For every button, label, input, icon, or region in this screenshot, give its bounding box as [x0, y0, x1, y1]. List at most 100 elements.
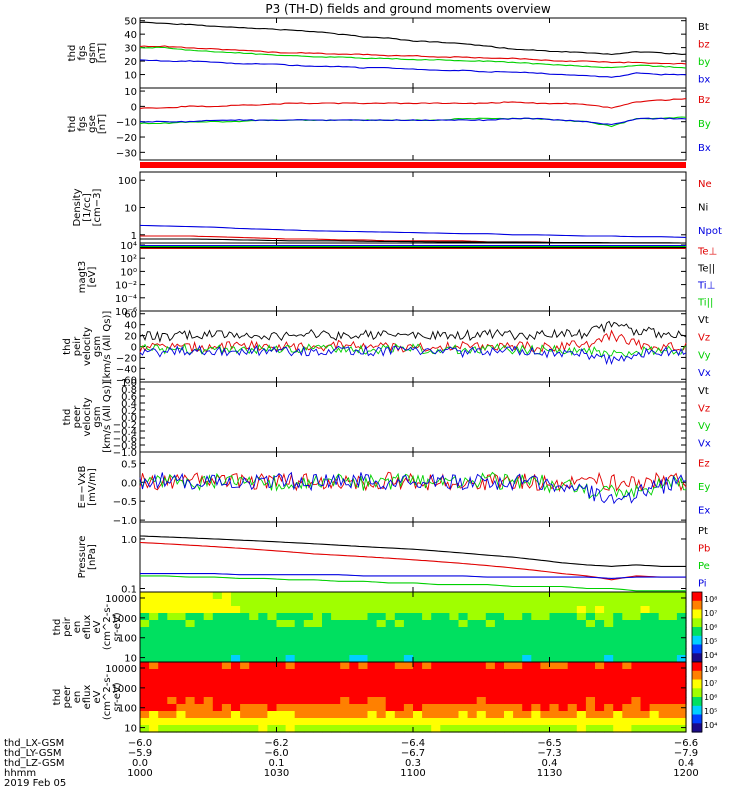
- heatmap-cell: [476, 690, 487, 698]
- heatmap-cell: [458, 711, 469, 719]
- heatmap-cell: [403, 627, 414, 635]
- heatmap-cell: [649, 704, 660, 712]
- heatmap-cell: [567, 613, 578, 621]
- y-tick-label: 10: [124, 71, 137, 82]
- x-axis-row-label: thd_LX-GSM: [4, 738, 64, 749]
- y-axis-label: Density: [72, 188, 83, 226]
- heatmap-cell: [649, 690, 660, 698]
- heatmap-cell: [613, 711, 623, 719]
- heatmap-cell: [440, 634, 450, 642]
- heatmap-cell: [258, 641, 268, 649]
- heatmap-cell: [176, 620, 187, 628]
- heatmap-cell: [476, 725, 487, 733]
- heatmap-cell: [467, 634, 478, 642]
- heatmap-cell: [349, 690, 359, 698]
- heatmap-cell: [667, 620, 678, 628]
- heatmap-cell: [231, 613, 241, 621]
- heatmap-cell: [303, 697, 314, 705]
- heatmap-cell: [194, 718, 205, 726]
- x-axis-tick-label: 0.1: [269, 758, 285, 769]
- heatmap-cell: [494, 634, 505, 642]
- heatmap-cell: [604, 641, 614, 649]
- x-axis-tick-label: 1100: [400, 768, 425, 779]
- heatmap-cell: [449, 620, 460, 628]
- heatmap-cell: [658, 634, 669, 642]
- heatmap-cell: [258, 592, 268, 600]
- heatmap-cell: [185, 704, 196, 712]
- heatmap-cell: [631, 669, 642, 677]
- heatmap-cell: [349, 711, 359, 719]
- heatmap-cell: [203, 592, 214, 600]
- heatmap-cell: [476, 613, 487, 621]
- heatmap-cell: [349, 725, 359, 733]
- heatmap-cell: [249, 683, 259, 691]
- heatmap-cell: [549, 634, 560, 642]
- x-axis-tick-label: 0.0: [132, 758, 148, 769]
- heatmap-cell: [176, 676, 187, 684]
- heatmap-cell: [504, 690, 514, 698]
- heatmap-cell: [167, 627, 177, 635]
- heatmap-cell: [467, 704, 478, 712]
- heatmap-cell: [631, 648, 642, 656]
- colorbar-frame: [691, 661, 703, 733]
- heatmap-cell: [622, 683, 632, 691]
- heatmap-cell: [403, 641, 414, 649]
- heatmap-cell: [485, 683, 496, 691]
- heatmap-cell: [285, 592, 296, 600]
- heatmap-cell: [212, 669, 223, 677]
- series-line: [139, 46, 687, 69]
- heatmap-cell: [285, 718, 296, 726]
- heatmap-cell: [549, 676, 560, 684]
- legend-entry: Pi: [698, 578, 707, 589]
- heatmap-cell: [676, 697, 687, 705]
- heatmap-cell: [140, 718, 150, 726]
- heatmap-cell: [531, 641, 541, 649]
- heatmap-cell: [458, 606, 469, 614]
- heatmap-cell: [476, 697, 487, 705]
- series-line: [139, 342, 687, 359]
- heatmap-cell: [185, 641, 196, 649]
- heatmap-cell: [549, 655, 560, 663]
- heatmap-cell: [549, 690, 560, 698]
- heatmap-cell: [640, 725, 651, 733]
- colorbar-band: [692, 592, 702, 602]
- heatmap-cell: [667, 711, 678, 719]
- heatmap-cell: [267, 627, 278, 635]
- legend-entry: Ti⊥: [697, 281, 715, 292]
- heatmap-cell: [231, 704, 241, 712]
- heatmap-cell: [667, 648, 678, 656]
- heatmap-cell: [422, 718, 432, 726]
- heatmap-cell: [549, 592, 560, 600]
- heatmap-cell: [431, 606, 441, 614]
- heatmap-cell: [558, 592, 569, 600]
- heatmap-cell: [513, 662, 523, 670]
- heatmap-cell: [358, 683, 369, 691]
- y-axis-label: thd: [52, 689, 63, 706]
- heatmap-cell: [567, 690, 578, 698]
- heatmap-cell: [522, 627, 532, 635]
- heatmap-cell: [340, 648, 350, 656]
- heatmap-cell: [467, 662, 478, 670]
- heatmap-cell: [585, 704, 596, 712]
- heatmap-cell: [312, 599, 323, 607]
- heatmap-cell: [558, 634, 569, 642]
- legend-entry: Pt: [698, 526, 708, 537]
- heatmap-cell: [303, 634, 314, 642]
- heatmap-cell: [622, 648, 632, 656]
- heatmap-cell: [631, 627, 642, 635]
- legend-entry: Vy: [698, 421, 711, 432]
- heatmap-cell: [413, 641, 423, 649]
- heatmap-cell: [467, 669, 478, 677]
- heatmap-cell: [367, 683, 378, 691]
- heatmap-cell: [604, 634, 614, 642]
- heatmap-cell: [258, 697, 268, 705]
- heatmap-cell: [385, 683, 396, 691]
- heatmap-cell: [167, 690, 177, 698]
- heatmap-cell: [567, 655, 578, 663]
- heatmap-cell: [531, 662, 541, 670]
- heatmap-cell: [658, 711, 669, 719]
- heatmap-cell: [203, 662, 214, 670]
- heatmap-cell: [431, 662, 441, 670]
- heatmap-cell: [294, 669, 305, 677]
- heatmap-cell: [595, 697, 605, 705]
